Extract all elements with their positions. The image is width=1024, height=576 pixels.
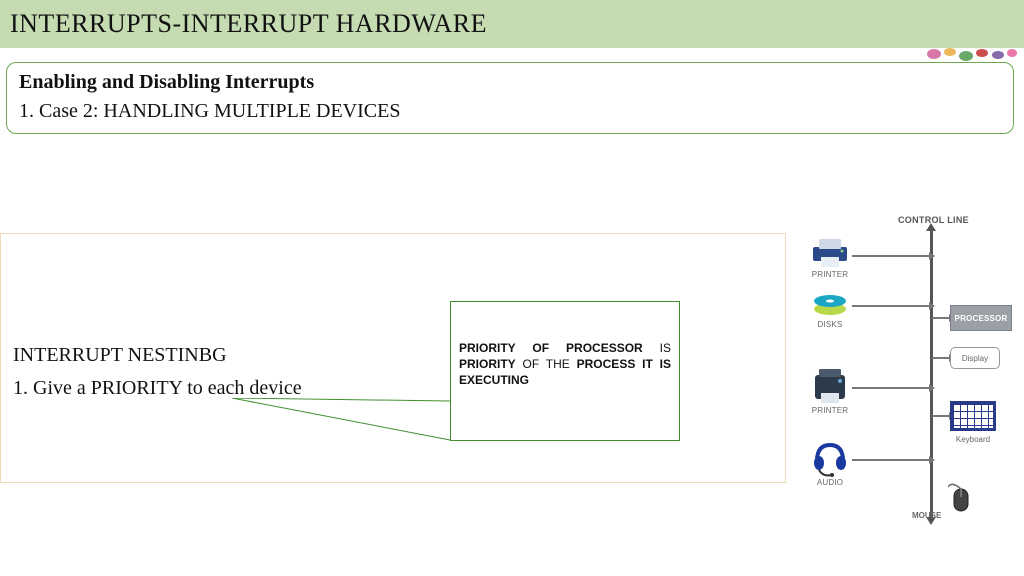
device-connector-3: [852, 459, 930, 461]
device-label: PRINTER: [800, 406, 860, 415]
priority-callout: PRIORITY OF PROCESSOR IS PRIORITY OF THE…: [450, 301, 680, 441]
headphones-icon: [809, 441, 851, 477]
processor-box: PROCESSOR: [950, 305, 1012, 331]
device-diagram: CONTROL LINE PROCESSOR Display Keyboard …: [800, 215, 1018, 525]
mouse-icon: [948, 483, 974, 513]
printer-icon: [809, 367, 851, 405]
device-connector-1: [852, 305, 930, 307]
device-label: DISKS: [800, 320, 860, 329]
device-connector-2: [852, 387, 930, 389]
callout-p3: PRIORITY: [459, 357, 516, 371]
device-connector-0: [852, 255, 930, 257]
device-disks: DISKS: [800, 291, 860, 329]
keyboard-label: Keyboard: [950, 435, 996, 444]
keyboard-connector: [932, 415, 950, 417]
top-card-heading: Enabling and Disabling Interrupts: [19, 71, 1001, 94]
control-line-icon: [930, 229, 933, 519]
device-label: PRINTER: [800, 270, 860, 279]
mouse-label: MOUSE: [912, 511, 941, 520]
device-audio: AUDIO: [800, 441, 860, 487]
callout-p1: PRIORITY OF PROCESSOR: [459, 341, 643, 355]
keyboard-icon: [950, 401, 996, 431]
callout-p4: OF THE: [516, 357, 577, 371]
slide-title: INTERRUPTS-INTERRUPT HARDWARE: [10, 9, 487, 39]
callout-p2: IS: [643, 341, 671, 355]
device-label: AUDIO: [800, 478, 860, 487]
display-box: Display: [950, 347, 1000, 369]
top-card-subheading: 1. Case 2: HANDLING MULTIPLE DEVICES: [19, 100, 1001, 123]
top-card: Enabling and Disabling Interrupts 1. Cas…: [6, 62, 1014, 134]
display-connector: [932, 357, 950, 359]
device-printer-1: PRINTER: [800, 237, 860, 279]
device-printer-2: PRINTER: [800, 367, 860, 415]
slide-header: INTERRUPTS-INTERRUPT HARDWARE: [0, 0, 1024, 48]
processor-connector: [932, 317, 950, 319]
flourish-icon: [922, 44, 1018, 64]
disks-icon: [809, 291, 851, 319]
printer-icon: [809, 237, 851, 269]
callout-text: PRIORITY OF PROCESSOR IS PRIORITY OF THE…: [459, 340, 671, 389]
